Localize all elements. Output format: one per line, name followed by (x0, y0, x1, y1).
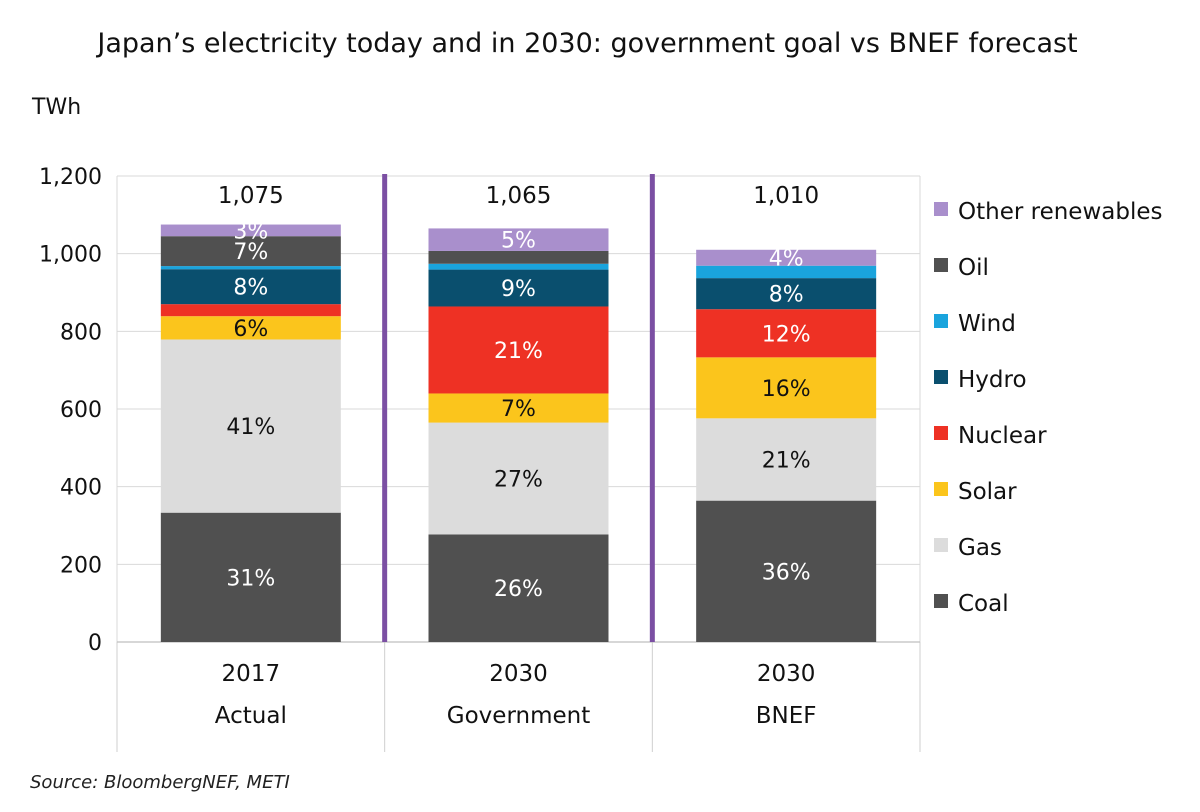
data-label: 3% (233, 219, 268, 244)
data-label: 5% (501, 229, 536, 254)
bar-segment (160, 224, 341, 237)
bar-segment (160, 236, 341, 267)
bar-segment (428, 393, 609, 423)
x-tick-label: BNEF (756, 703, 817, 729)
bar-segment (160, 269, 341, 305)
data-label: 27% (494, 468, 543, 493)
data-label: 26% (494, 577, 543, 602)
bar-segment (696, 357, 877, 419)
bar-segment (696, 418, 877, 501)
legend-label: Solar (958, 479, 1017, 505)
bar-segment (696, 278, 877, 310)
legend-label: Wind (958, 311, 1016, 337)
data-label: 16% (762, 377, 811, 402)
x-tick-label: 2017 (222, 661, 281, 687)
data-label: 7% (233, 240, 268, 265)
bar-segment (428, 263, 609, 270)
legend-swatch (934, 426, 948, 440)
bar-segment (160, 316, 341, 340)
bar-total-label: 1,075 (218, 183, 284, 209)
source-note: Source: BloombergNEF, METI (30, 772, 290, 793)
y-tick-label: 0 (88, 631, 102, 656)
y-tick-label: 400 (60, 476, 102, 501)
legend-swatch (934, 370, 948, 384)
legend-label: Gas (958, 535, 1002, 561)
y-tick-label: 800 (60, 320, 102, 345)
x-tick-label: Actual (215, 703, 287, 729)
bar-total-label: 1,065 (486, 183, 552, 209)
data-label: 8% (233, 276, 268, 301)
y-tick-label: 600 (60, 398, 102, 423)
data-label: 21% (762, 448, 811, 473)
bar-segment (160, 304, 341, 317)
bar-segment (160, 339, 341, 513)
legend-swatch (934, 258, 948, 272)
x-tick-label: 2030 (757, 661, 816, 687)
bar-segment (160, 512, 341, 642)
data-label: 8% (769, 283, 804, 308)
chart-title: Japan’s electricity today and in 2030: g… (97, 28, 1078, 59)
legend-swatch (934, 202, 948, 216)
data-label: 9% (501, 277, 536, 302)
bar-segment (696, 249, 877, 266)
legend-label: Hydro (958, 367, 1027, 393)
data-label: 31% (226, 566, 275, 591)
bar-segment (428, 228, 609, 251)
legend-swatch (934, 314, 948, 328)
legend-swatch (934, 482, 948, 496)
y-tick-label: 1,200 (39, 165, 102, 190)
bar-segment (160, 266, 341, 270)
y-tick-label: 200 (60, 553, 102, 578)
data-label: 12% (762, 322, 811, 347)
data-label: 4% (769, 247, 804, 272)
bar-total-label: 1,010 (753, 183, 819, 209)
legend-label: Nuclear (958, 423, 1047, 449)
bar-segment (428, 422, 609, 535)
legend-swatch (934, 594, 948, 608)
bar-segment (696, 500, 877, 642)
data-label: 7% (501, 397, 536, 422)
data-label: 36% (762, 560, 811, 585)
bar-segment (428, 250, 609, 264)
bar-segment (428, 534, 609, 642)
x-tick-label: Government (447, 703, 590, 729)
data-label: 21% (494, 339, 543, 364)
legend-label: Other renewables (958, 199, 1162, 225)
legend-label: Oil (958, 255, 989, 281)
bar-segment (428, 306, 609, 394)
data-label: 6% (233, 317, 268, 342)
bar-segment (696, 265, 877, 279)
y-axis-unit: TWh (32, 95, 82, 120)
data-label: 41% (226, 415, 275, 440)
legend-swatch (934, 538, 948, 552)
legend-label: Coal (958, 591, 1009, 617)
bar-segment (428, 269, 609, 307)
y-tick-label: 1,000 (39, 243, 102, 268)
x-tick-label: 2030 (489, 661, 548, 687)
bar-segment (696, 309, 877, 358)
